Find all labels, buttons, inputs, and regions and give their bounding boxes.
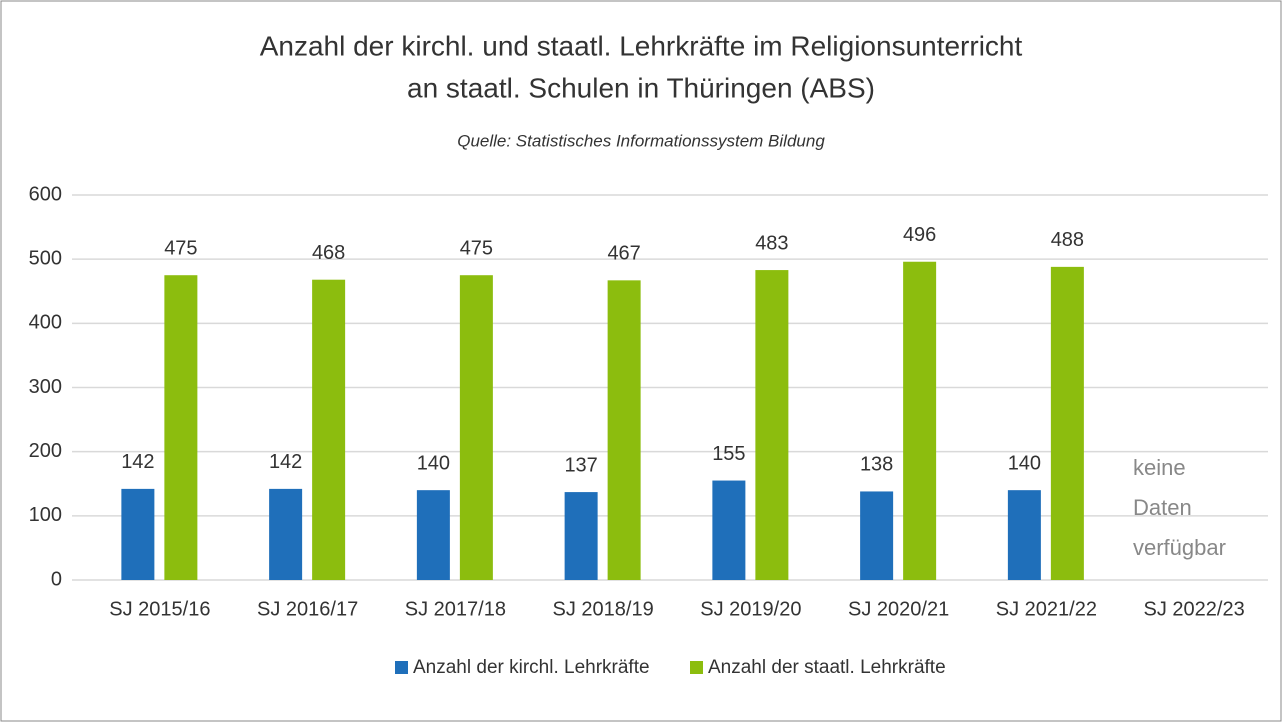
x-tick-label: SJ 2017/18 (405, 598, 506, 620)
data-label: 467 (607, 243, 640, 265)
legend-label: Anzahl der staatl. Lehrkräfte (708, 657, 946, 678)
data-label: 140 (1008, 452, 1041, 474)
data-label: 488 (1051, 229, 1084, 251)
chart-subtitle: Quelle: Statistisches Informationssystem… (457, 131, 825, 150)
legend-swatch (690, 661, 703, 674)
chart-title: Anzahl der kirchl. und staatl. Lehrkräft… (260, 30, 1023, 61)
x-tick-label: SJ 2016/17 (257, 598, 358, 620)
data-label: 140 (417, 452, 450, 474)
bar (312, 279, 346, 580)
x-tick-label: SJ 2021/22 (996, 598, 1097, 620)
y-tick-label: 300 (29, 376, 62, 398)
y-tick-label: 0 (51, 568, 62, 590)
data-label: 468 (312, 242, 345, 264)
chart-title: an staatl. Schulen in Thüringen (ABS) (407, 72, 875, 103)
data-label: 142 (121, 451, 154, 473)
bar (903, 261, 937, 580)
bar (755, 270, 789, 580)
legend-swatch (395, 661, 408, 674)
y-tick-label: 100 (29, 504, 62, 526)
bar (712, 480, 746, 580)
bar (607, 280, 641, 580)
annotation: keine Daten verfügbar (1133, 455, 1226, 560)
data-label: 483 (755, 232, 788, 254)
bar (860, 491, 894, 580)
data-label: 496 (903, 224, 936, 246)
legend-label: Anzahl der kirchl. Lehrkräfte (413, 657, 650, 678)
data-label: 475 (460, 237, 493, 259)
bar (164, 275, 198, 580)
bar (121, 488, 155, 580)
data-label: 137 (564, 454, 597, 476)
data-label: 142 (269, 451, 302, 473)
x-tick-label: SJ 2020/21 (848, 598, 949, 620)
data-label: 155 (712, 443, 745, 465)
data-label: 138 (860, 454, 893, 476)
bar (1007, 490, 1041, 580)
bar (269, 488, 303, 580)
x-tick-label: SJ 2018/19 (553, 598, 654, 620)
x-tick-label: SJ 2015/16 (109, 598, 210, 620)
bar (564, 492, 598, 580)
x-tick-label: SJ 2022/23 (1144, 598, 1245, 620)
bar (1050, 266, 1084, 580)
x-tick-label: SJ 2019/20 (700, 598, 801, 620)
y-tick-label: 400 (29, 312, 62, 334)
bar (416, 490, 450, 580)
data-label: 475 (164, 237, 197, 259)
y-tick-label: 500 (29, 247, 62, 269)
y-tick-label: 600 (29, 183, 62, 205)
y-tick-label: 200 (29, 440, 62, 462)
bar (459, 275, 493, 580)
